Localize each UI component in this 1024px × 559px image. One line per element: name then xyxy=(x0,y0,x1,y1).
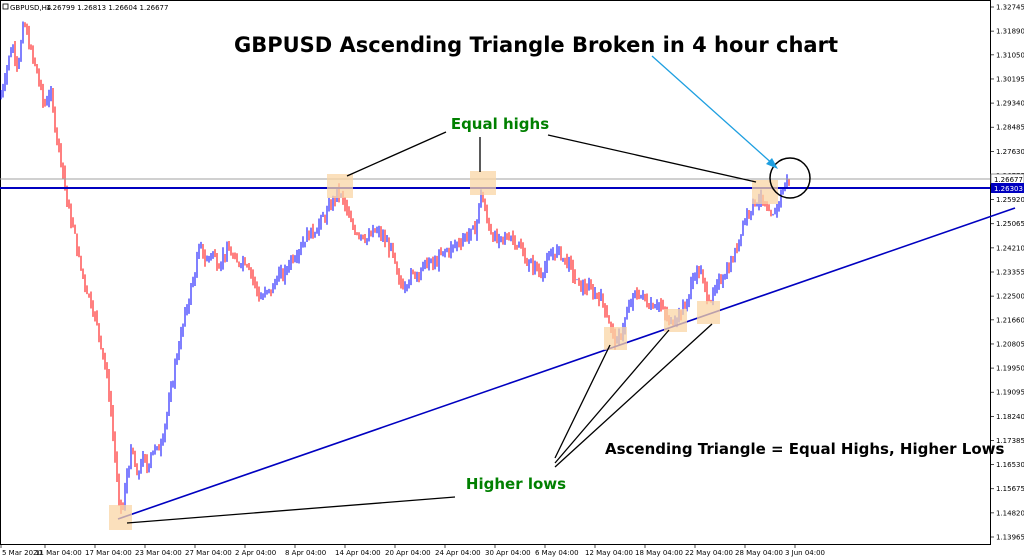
y-tick-label: 1.22500 xyxy=(996,293,1024,301)
y-tick-label: 1.17385 xyxy=(996,437,1024,445)
symbol-marker xyxy=(2,3,9,10)
y-tick-label: 1.19095 xyxy=(996,389,1024,397)
y-tick-label: 1.24210 xyxy=(996,244,1024,252)
y-tick-label: 1.31890 xyxy=(996,28,1024,36)
x-tick-label: 5 Mar 2020 xyxy=(2,549,42,557)
y-tick-label: 1.13965 xyxy=(996,534,1024,542)
annotation-lines xyxy=(126,131,757,524)
candles-layer xyxy=(0,21,790,514)
x-tick-label: 20 Apr 04:00 xyxy=(385,549,431,557)
title-arrow xyxy=(651,55,776,167)
x-tick-label: 30 Apr 04:00 xyxy=(485,549,531,557)
y-tick-label: 1.15675 xyxy=(996,485,1024,493)
y-tick-label: 1.31050 xyxy=(996,51,1024,59)
y-tick-label: 1.21660 xyxy=(996,316,1024,324)
x-tick-label: 3 Jun 04:00 xyxy=(785,549,825,557)
y-tick-label: 1.14820 xyxy=(996,509,1024,517)
y-tick-label: 1.23355 xyxy=(996,269,1024,277)
title-arrow-head xyxy=(766,158,778,169)
ascending-trendline xyxy=(117,207,1016,520)
higher-lows-label: Higher lows xyxy=(466,475,566,493)
equal-highs-label: Equal highs xyxy=(451,115,549,133)
highlight-equal-high-2 xyxy=(470,171,496,195)
y-tick-label: 1.20805 xyxy=(996,340,1024,348)
symbol-header: GBPUSD,H4 1.26799 1.26813 1.26604 1.2667… xyxy=(2,3,168,12)
plot-frame xyxy=(0,0,991,545)
x-tick-label: 18 May 04:00 xyxy=(635,549,683,557)
y-tick-label: 1.32745 xyxy=(996,4,1024,12)
x-tick-label: 22 May 04:00 xyxy=(685,549,733,557)
highlight-higher-low-1 xyxy=(109,505,132,530)
x-tick-label: 17 Mar 04:00 xyxy=(85,549,132,557)
highlight-boxes xyxy=(109,171,778,530)
chart-title: GBPUSD Ascending Triangle Broken in 4 ho… xyxy=(234,33,838,57)
x-tick-label: 27 Mar 04:00 xyxy=(185,549,232,557)
highlight-higher-low-3 xyxy=(664,309,687,332)
current-price-label: 1.26677 xyxy=(994,176,1023,184)
y-tick-label: 1.30195 xyxy=(996,75,1024,83)
breakout-circle xyxy=(769,157,811,199)
pointer-higher-low-1 xyxy=(554,344,611,459)
x-tick-label: 8 Apr 04:00 xyxy=(285,549,326,557)
highlight-equal-high-1 xyxy=(327,174,353,198)
pointer-higher-low-3 xyxy=(554,323,713,468)
ohlc-label: 1.26799 1.26813 1.26604 1.26677 xyxy=(46,4,168,12)
x-tick-label: 28 May 04:00 xyxy=(735,549,783,557)
resistance-price-label: 1.26303 xyxy=(994,185,1023,193)
pointer-equal-high-1 xyxy=(346,131,447,177)
y-tick-label: 1.18240 xyxy=(996,413,1024,421)
caption-text: Ascending Triangle = Equal Highs, Higher… xyxy=(605,440,1005,458)
y-tick-label: 1.25065 xyxy=(996,220,1024,228)
x-tick-label: 14 Apr 04:00 xyxy=(335,549,381,557)
x-tick-label: 6 May 04:00 xyxy=(535,549,579,557)
pointer-higher-low-4 xyxy=(126,496,456,524)
highlight-higher-low-2 xyxy=(604,327,627,350)
y-tick-label: 1.25920 xyxy=(996,196,1024,204)
symbol-label: GBPUSD,H4 xyxy=(10,4,52,12)
y-tick-label: 1.16530 xyxy=(996,461,1024,469)
highlight-equal-high-3 xyxy=(752,180,778,204)
y-tick-label: 1.28485 xyxy=(996,124,1024,132)
x-tick-label: 23 Mar 04:00 xyxy=(135,549,182,557)
y-tick-label: 1.27630 xyxy=(996,148,1024,156)
pointer-higher-low-2 xyxy=(554,329,670,464)
y-axis-ticks: 1.32745 1.31890 1.31050 1.30195 1.29340 1.284… xyxy=(990,4,1024,542)
y-tick-label: 1.29340 xyxy=(996,100,1024,108)
resistance-price-badge xyxy=(991,183,1024,193)
y-tick-label: 1.19950 xyxy=(996,365,1024,373)
pointer-equal-high-3 xyxy=(547,134,757,183)
x-tick-label: 24 Apr 04:00 xyxy=(435,549,481,557)
x-tick-label: 11 Mar 04:00 xyxy=(35,549,82,557)
highlight-higher-low-4 xyxy=(697,301,720,324)
x-tick-label: 12 May 04:00 xyxy=(585,549,633,557)
x-tick-label: 2 Apr 04:00 xyxy=(235,549,276,557)
